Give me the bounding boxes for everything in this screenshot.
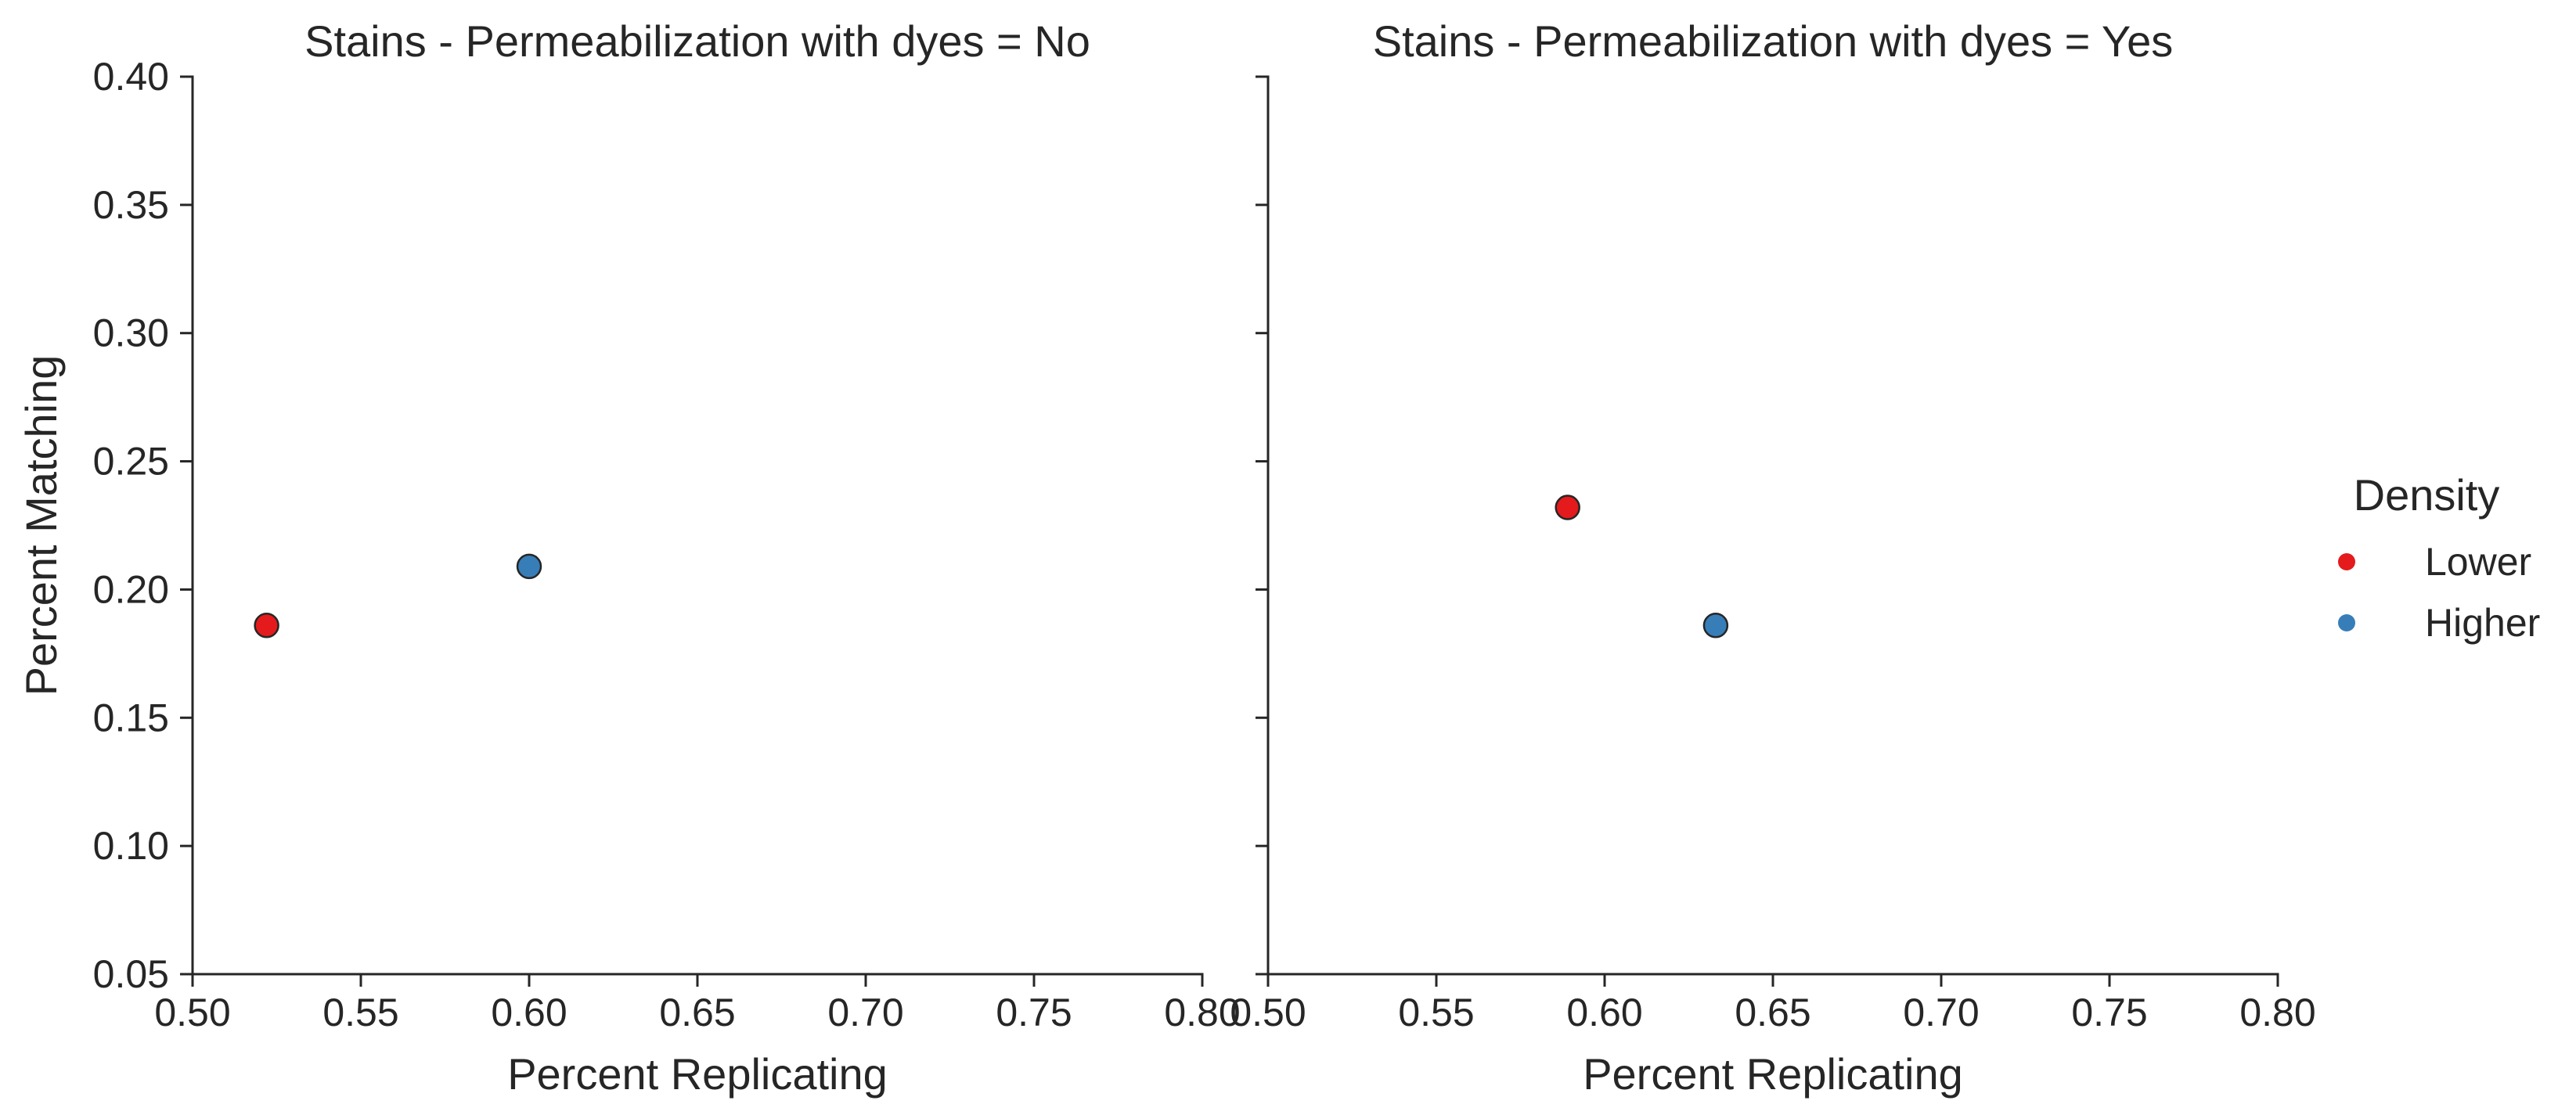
y-tick-label: 0.15: [93, 696, 169, 739]
y-tick-label: 0.35: [93, 183, 169, 227]
y-tick-label: 0.40: [93, 55, 169, 99]
y-tick-label: 0.05: [93, 952, 169, 996]
x-tick-label: 0.60: [1566, 991, 1642, 1034]
y-axis-label: Percent Matching: [16, 355, 66, 696]
x-tick-label: 0.75: [996, 991, 1072, 1034]
x-axis-label: Percent Replicating: [1583, 1049, 1963, 1099]
data-point-lower: [254, 613, 279, 638]
x-tick-label: 0.65: [1735, 991, 1810, 1034]
x-tick-label: 0.80: [2239, 991, 2315, 1034]
x-tick-label: 0.55: [1398, 991, 1474, 1034]
y-tick-label: 0.10: [93, 824, 169, 868]
x-tick-label: 0.70: [827, 991, 903, 1034]
data-point-lower: [1555, 495, 1580, 520]
y-tick-label: 0.30: [93, 311, 169, 355]
y-tick-label: 0.20: [93, 567, 169, 611]
x-tick-label: 0.65: [659, 991, 735, 1034]
legend-label-lower: Lower: [2425, 540, 2531, 584]
data-point-higher: [1702, 613, 1729, 638]
facet-panel-1: 0.05 0.10 0.15 0.20 0.25 0.30 0.35 0.40 0.50 0.55…: [93, 16, 1241, 1099]
x-axis-label: Percent Replicating: [507, 1049, 888, 1099]
legend-marker-lower: [2338, 553, 2355, 570]
legend-title: Density: [2354, 470, 2500, 520]
x-tick-label: 0.50: [1230, 991, 1306, 1034]
panel-title: Stains - Permeabilization with dyes = Ye…: [1373, 16, 2174, 66]
facet-panel-2: 0.50 0.55 0.60 0.65 0.70 0.75 0.80 Stains - Per…: [1230, 16, 2315, 1099]
x-tick-label: 0.70: [1903, 991, 1979, 1034]
legend-label-higher: Higher: [2425, 601, 2540, 645]
legend-marker-higher: [2338, 614, 2355, 631]
x-tick-label: 0.50: [154, 991, 230, 1034]
legend: Density Lower Higher: [2338, 470, 2540, 645]
x-tick-label: 0.55: [322, 991, 398, 1034]
x-tick-label: 0.75: [2071, 991, 2147, 1034]
y-tick-label: 0.25: [93, 440, 169, 484]
data-point-higher: [516, 553, 542, 580]
x-tick-label: 0.80: [1164, 991, 1240, 1034]
panel-title: Stains - Permeabilization with dyes = No: [304, 16, 1090, 66]
x-tick-label: 0.60: [491, 991, 567, 1034]
